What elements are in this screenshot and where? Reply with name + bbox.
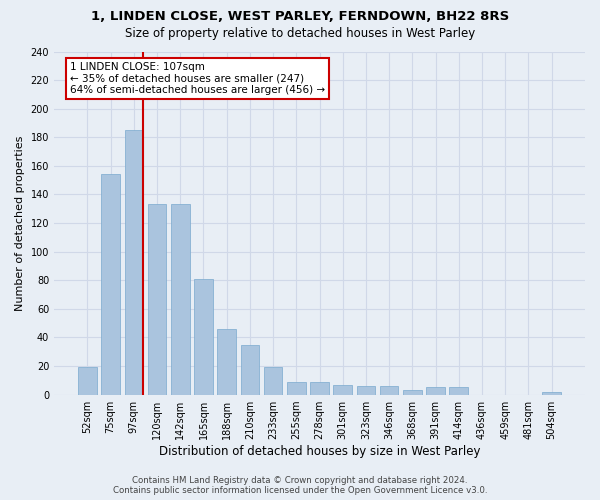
Bar	[310, 382, 329, 394]
Bar	[148, 204, 166, 394]
Bar	[356, 386, 375, 394]
Bar	[125, 130, 143, 394]
Text: 1, LINDEN CLOSE, WEST PARLEY, FERNDOWN, BH22 8RS: 1, LINDEN CLOSE, WEST PARLEY, FERNDOWN, …	[91, 10, 509, 23]
Text: 1 LINDEN CLOSE: 107sqm
← 35% of detached houses are smaller (247)
64% of semi-de: 1 LINDEN CLOSE: 107sqm ← 35% of detached…	[70, 62, 325, 95]
Text: Size of property relative to detached houses in West Parley: Size of property relative to detached ho…	[125, 28, 475, 40]
X-axis label: Distribution of detached houses by size in West Parley: Distribution of detached houses by size …	[159, 444, 480, 458]
Bar	[542, 392, 561, 394]
Bar	[101, 174, 120, 394]
Bar	[380, 386, 398, 394]
Bar	[334, 384, 352, 394]
Bar	[217, 329, 236, 394]
Bar	[171, 204, 190, 394]
Bar	[194, 279, 213, 394]
Bar	[264, 368, 283, 394]
Text: Contains HM Land Registry data © Crown copyright and database right 2024.
Contai: Contains HM Land Registry data © Crown c…	[113, 476, 487, 495]
Bar	[287, 382, 305, 394]
Y-axis label: Number of detached properties: Number of detached properties	[15, 136, 25, 310]
Bar	[403, 390, 422, 394]
Bar	[426, 388, 445, 394]
Bar	[241, 344, 259, 395]
Bar	[449, 388, 468, 394]
Bar	[78, 368, 97, 394]
